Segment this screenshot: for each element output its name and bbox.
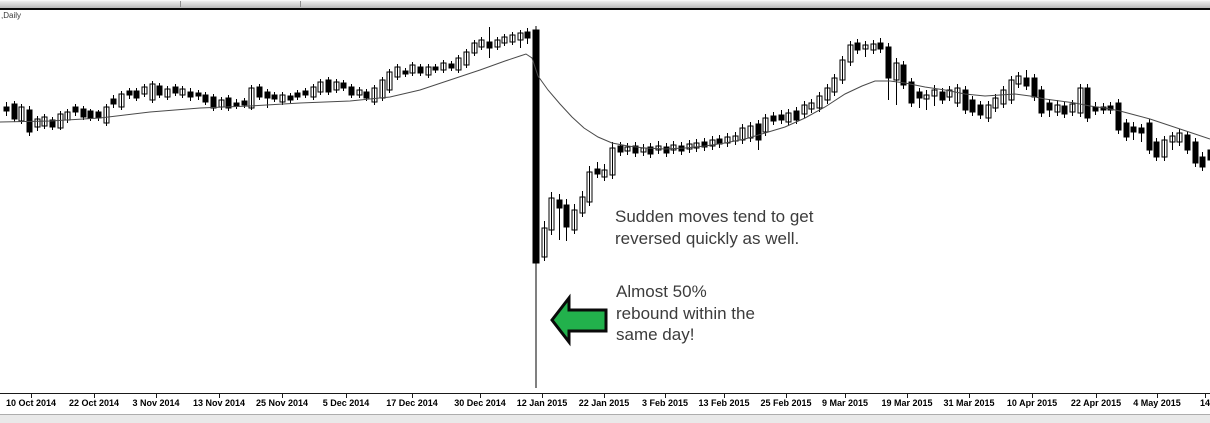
toolbar-separator — [180, 1, 181, 7]
annotation-rebound: Almost 50% rebound within the same day! — [616, 281, 755, 346]
annotation-line: Sudden moves tend to get — [615, 207, 814, 226]
x-axis-label: 25 Nov 2014 — [255, 398, 309, 408]
annotation-line: reversed quickly as well. — [615, 228, 800, 248]
x-axis-label: 14 — [1199, 398, 1210, 408]
x-axis-label: 19 Mar 2015 — [881, 398, 933, 408]
x-axis-label: 5 Dec 2014 — [322, 398, 370, 408]
window-bottom-edge — [0, 414, 1210, 423]
x-axis-label: 13 Feb 2015 — [698, 398, 750, 408]
annotation-sudden-moves: Sudden moves tend to get reversed quickl… — [615, 206, 813, 249]
x-axis-label: 22 Oct 2014 — [68, 398, 120, 408]
x-axis-label: 10 Oct 2014 — [5, 398, 57, 408]
x-axis-label: 22 Apr 2015 — [1070, 398, 1122, 408]
x-axis-label: 3 Nov 2014 — [132, 398, 180, 408]
moving-average-line — [0, 53, 1210, 150]
chart-window-top-border — [0, 8, 1210, 10]
x-axis: 10 Oct 2014 22 Oct 2014 3 Nov 2014 13 Nov 2… — [0, 398, 1210, 412]
x-axis-label: 17 Dec 2014 — [386, 398, 438, 408]
x-axis-label: 13 Nov 2014 — [192, 398, 246, 408]
symbol-period-label: ,Daily — [1, 11, 22, 20]
annotation-line: Almost 50% — [616, 282, 707, 301]
x-axis-label: 3 Feb 2015 — [641, 398, 689, 408]
candle-body — [1207, 149, 1210, 161]
x-axis-label: 9 Mar 2015 — [821, 398, 869, 408]
toolbar-edge — [0, 0, 1210, 8]
x-axis-label: 25 Feb 2015 — [760, 398, 812, 408]
rebound-arrow-icon — [550, 293, 608, 347]
x-axis-label: 10 Apr 2015 — [1006, 398, 1058, 408]
toolbar-separator — [300, 1, 301, 7]
x-axis-label: 30 Dec 2014 — [454, 398, 506, 408]
x-axis-label: 4 May 2015 — [1133, 398, 1181, 408]
annotation-line: rebound within the — [616, 303, 755, 323]
x-axis-label: 12 Jan 2015 — [516, 398, 568, 408]
annotation-line: same day! — [616, 325, 695, 344]
x-axis-label: 31 Mar 2015 — [943, 398, 995, 408]
x-axis-label: 22 Jan 2015 — [578, 398, 630, 408]
